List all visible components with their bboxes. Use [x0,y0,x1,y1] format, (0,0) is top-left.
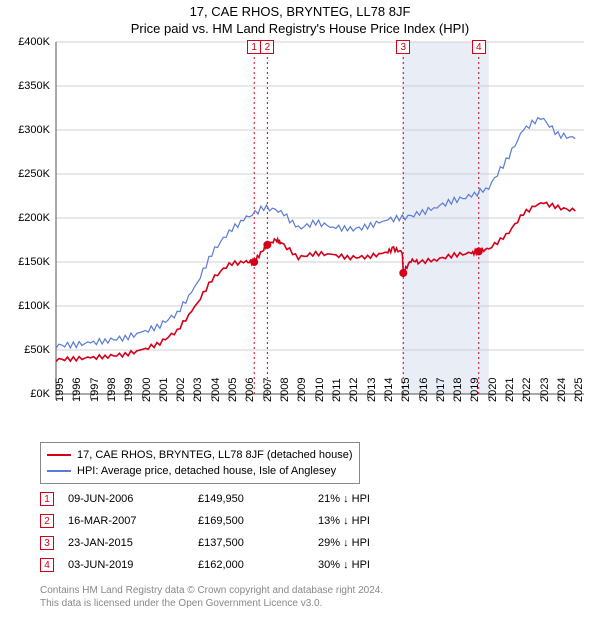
sales-table-row-2: 2 16-MAR-2007£169,50013% ↓ HPI [40,510,448,532]
x-axis-tick-label: 2014 [383,378,395,402]
sales-row-price: £137,500 [198,537,318,549]
x-axis-tick-label: 1999 [123,378,135,402]
y-axis-tick-label: £400K [0,36,50,48]
x-axis-tick-label: 2012 [348,378,360,402]
legend-swatch [47,454,71,456]
x-axis-tick-label: 2025 [573,378,585,402]
footer-line-1: Contains HM Land Registry data © Crown c… [40,584,383,597]
sales-row-marker: 4 [40,558,54,572]
chart-footer: Contains HM Land Registry data © Crown c… [40,584,383,610]
sales-table: 1 09-JUN-2006£149,95021% ↓ HPI 2 16-MAR-200… [40,488,448,576]
chart-subtitle: Price paid vs. HM Land Registry's House … [0,19,600,36]
x-axis-tick-label: 2000 [141,378,153,402]
x-axis-tick-label: 2023 [539,378,551,402]
sale-marker-box-3: 3 [396,40,410,54]
series-line-hpi [56,118,575,349]
chart-legend: 17, CAE RHOS, BRYNTEG, LL78 8JF (detache… [40,442,360,484]
chart-title-address: 17, CAE RHOS, BRYNTEG, LL78 8JF [0,0,600,19]
x-axis-tick-label: 2013 [366,378,378,402]
sale-marker-box-2: 2 [260,40,274,54]
x-axis-tick-label: 2024 [556,378,568,402]
x-axis-tick-label: 2011 [331,378,343,402]
x-axis-tick-label: 2021 [504,378,516,402]
sales-row-date: 23-JAN-2015 [68,537,198,549]
y-axis-tick-label: £250K [0,168,50,180]
x-axis-tick-label: 2005 [227,378,239,402]
x-axis-tick-label: 2016 [418,378,430,402]
sales-row-price: £169,500 [198,515,318,527]
y-axis-tick-label: £50K [0,344,50,356]
x-axis-tick-label: 1995 [54,378,66,402]
sales-row-diff: 30% ↓ HPI [318,559,448,571]
sales-row-diff: 29% ↓ HPI [318,537,448,549]
x-axis-tick-label: 2015 [400,378,412,402]
y-axis-tick-label: £200K [0,212,50,224]
x-axis-tick-label: 2003 [192,378,204,402]
x-axis-tick-label: 1996 [71,378,83,402]
sales-table-row-1: 1 09-JUN-2006£149,95021% ↓ HPI [40,488,448,510]
sales-row-date: 16-MAR-2007 [68,515,198,527]
sales-row-marker: 1 [40,492,54,506]
x-axis-tick-label: 2002 [175,378,187,402]
sales-row-marker: 3 [40,536,54,550]
x-axis-tick-label: 2017 [435,378,447,402]
sales-row-marker: 2 [40,514,54,528]
sale-marker-box-4: 4 [472,40,486,54]
x-axis-tick-label: 2009 [296,378,308,402]
x-axis-tick-label: 2020 [487,378,499,402]
sales-row-price: £149,950 [198,493,318,505]
chart-plot-area: £0K£50K£100K£150K£200K£250K£300K£350K£40… [56,42,584,394]
x-axis-tick-label: 1998 [106,378,118,402]
footer-line-2: This data is licensed under the Open Gov… [40,597,383,610]
legend-item-1: HPI: Average price, detached house, Isle… [47,463,353,479]
sales-table-row-3: 3 23-JAN-2015£137,50029% ↓ HPI [40,532,448,554]
legend-swatch [47,470,71,472]
y-axis-tick-label: £300K [0,124,50,136]
x-axis-tick-label: 2001 [158,378,170,402]
y-axis-tick-label: £0K [0,388,50,400]
sales-row-price: £162,000 [198,559,318,571]
sales-row-date: 09-JUN-2006 [68,493,198,505]
x-axis-tick-label: 1997 [89,378,101,402]
x-axis-tick-label: 2018 [452,378,464,402]
sales-row-diff: 21% ↓ HPI [318,493,448,505]
y-axis-tick-label: £100K [0,300,50,312]
sales-row-date: 03-JUN-2019 [68,559,198,571]
legend-item-0: 17, CAE RHOS, BRYNTEG, LL78 8JF (detache… [47,447,353,463]
x-axis-tick-label: 2004 [210,378,222,402]
legend-label: HPI: Average price, detached house, Isle… [77,465,336,477]
x-axis-tick-label: 2007 [262,378,274,402]
chart-container: 17, CAE RHOS, BRYNTEG, LL78 8JF Price pa… [0,0,600,620]
sales-row-diff: 13% ↓ HPI [318,515,448,527]
sales-table-row-4: 4 03-JUN-2019£162,00030% ↓ HPI [40,554,448,576]
y-axis-tick-label: £150K [0,256,50,268]
x-axis-tick-label: 2006 [244,378,256,402]
sale-marker-box-1: 1 [247,40,261,54]
x-axis-tick-label: 2008 [279,378,291,402]
legend-label: 17, CAE RHOS, BRYNTEG, LL78 8JF (detache… [77,449,353,461]
x-axis-tick-label: 2019 [469,378,481,402]
x-axis-tick-label: 2022 [521,378,533,402]
y-axis-tick-label: £350K [0,80,50,92]
x-axis-tick-label: 2010 [314,378,326,402]
